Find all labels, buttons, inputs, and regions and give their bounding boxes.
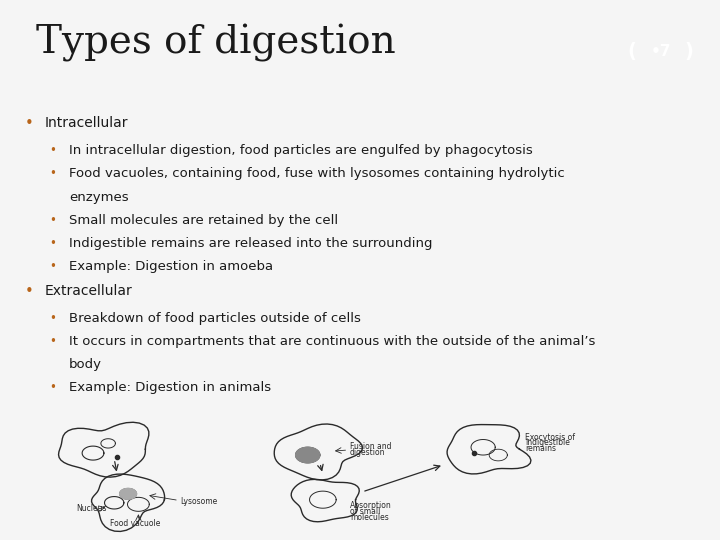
Text: digestion: digestion [350, 448, 386, 457]
Polygon shape [120, 488, 137, 500]
Text: •: • [49, 167, 56, 180]
Text: Indigestible remains are released into the surrounding: Indigestible remains are released into t… [69, 237, 433, 250]
Text: •7: •7 [650, 44, 671, 59]
Text: Nucleus: Nucleus [76, 503, 107, 512]
Text: Breakdown of food particles outside of cells: Breakdown of food particles outside of c… [69, 312, 361, 325]
Text: of small: of small [350, 507, 380, 516]
Text: •: • [49, 214, 56, 227]
Text: •: • [49, 381, 56, 394]
Text: molecules: molecules [350, 513, 389, 522]
Text: •: • [49, 335, 56, 348]
Text: Food vacuoles, containing food, fuse with lysosomes containing hydrolytic: Food vacuoles, containing food, fuse wit… [69, 167, 564, 180]
Text: Small molecules are retained by the cell: Small molecules are retained by the cell [69, 214, 338, 227]
Text: indigestible: indigestible [526, 438, 570, 447]
Text: Absorption: Absorption [350, 501, 392, 510]
Text: ): ) [685, 42, 694, 61]
Text: body: body [69, 358, 102, 371]
Text: •: • [49, 312, 56, 325]
Text: Types of digestion: Types of digestion [36, 24, 396, 62]
Text: •: • [49, 237, 56, 250]
Text: In intracellular digestion, food particles are engulfed by phagocytosis: In intracellular digestion, food particl… [69, 144, 533, 157]
Text: Example: Digestion in amoeba: Example: Digestion in amoeba [69, 260, 273, 273]
Text: (: ( [627, 42, 636, 61]
Text: enzymes: enzymes [69, 191, 129, 204]
Text: Extracellular: Extracellular [45, 284, 132, 298]
Text: •: • [49, 260, 56, 273]
Text: Intracellular: Intracellular [45, 116, 128, 130]
Text: Fusion and: Fusion and [350, 442, 392, 451]
Text: Lysosome: Lysosome [181, 497, 218, 505]
Text: It occurs in compartments that are continuous with the outside of the animal’s: It occurs in compartments that are conti… [69, 335, 595, 348]
Text: Food vacuole: Food vacuole [110, 519, 161, 528]
Text: •: • [25, 284, 34, 299]
Text: Exocytosis of: Exocytosis of [526, 433, 575, 442]
Text: Example: Digestion in animals: Example: Digestion in animals [69, 381, 271, 394]
Text: •: • [49, 144, 56, 157]
Polygon shape [296, 447, 320, 463]
Text: •: • [25, 116, 34, 131]
Text: remains: remains [526, 444, 557, 453]
